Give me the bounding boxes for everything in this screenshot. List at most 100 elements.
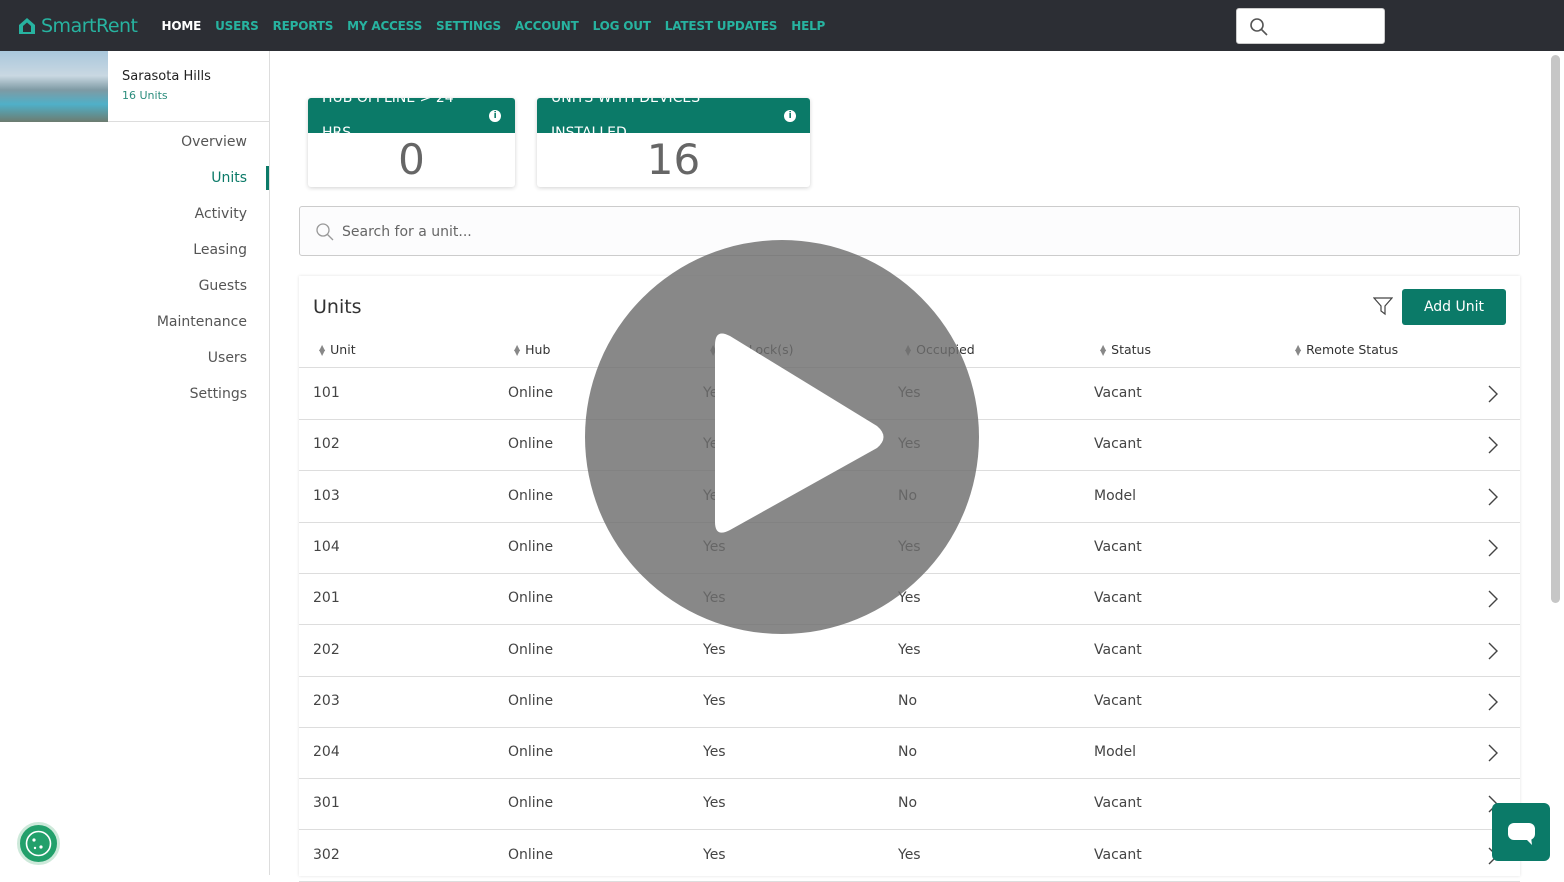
devices-installed-card: UNITS WITH DEVICES INSTALLED i 16: [537, 98, 810, 187]
global-search-input[interactable]: [1236, 8, 1385, 44]
nav-reports[interactable]: REPORTS: [272, 18, 334, 33]
table-cell: Online: [508, 590, 554, 607]
table-cell: Online: [508, 487, 554, 504]
table-cell: 103: [313, 487, 340, 504]
filter-icon[interactable]: [1373, 296, 1393, 316]
nav-account[interactable]: ACCOUNT: [514, 18, 579, 33]
table-cell: 204: [313, 744, 340, 761]
search-icon: [1250, 18, 1268, 36]
smartrent-logo[interactable]: SmartRent: [17, 15, 138, 37]
chevron-right-icon[interactable]: [1487, 590, 1499, 608]
table-cell: Online: [508, 641, 554, 658]
table-cell: Yes: [898, 846, 921, 863]
table-cell: 203: [313, 692, 340, 709]
table-row[interactable]: 202 Online Yes Yes Vacant: [299, 626, 1520, 677]
table-cell: No: [898, 795, 918, 812]
play-icon: [715, 333, 884, 533]
table-cell: Vacant: [1094, 641, 1142, 658]
nav-settings[interactable]: SETTINGS: [436, 18, 501, 33]
sidebar-item-activity[interactable]: Activity: [194, 206, 247, 222]
table-cell: Online: [508, 846, 554, 863]
table-cell: 301: [313, 795, 340, 812]
nav-help[interactable]: HELP: [791, 18, 826, 33]
unit-search-input[interactable]: [342, 219, 1442, 245]
table-cell: Model: [1094, 487, 1137, 504]
column-label: Remote Status: [1306, 342, 1399, 357]
sidebar-item-leasing[interactable]: Leasing: [193, 242, 247, 258]
table-row[interactable]: 301 Online Yes No Vacant: [299, 779, 1520, 831]
brand-name: SmartRent: [41, 14, 138, 37]
nav-users[interactable]: USERS: [215, 18, 259, 33]
table-cell: Yes: [703, 795, 726, 812]
chevron-right-icon[interactable]: [1487, 693, 1499, 711]
table-cell: Online: [508, 692, 554, 709]
card-label: HUB OFFLINE > 24 HRS: [322, 98, 454, 141]
chevron-right-icon[interactable]: [1487, 539, 1499, 557]
column-label: Hub: [525, 342, 551, 357]
column-label: Status: [1111, 342, 1151, 357]
sort-icon: ▲▼: [319, 342, 326, 357]
table-cell: Online: [508, 538, 554, 555]
search-icon: [316, 223, 334, 241]
table-cell: Vacant: [1094, 590, 1142, 607]
chat-button[interactable]: [1492, 803, 1550, 861]
main-nav: HOME USERS REPORTS MY ACCESS SETTINGS ACCOUNT…: [162, 19, 826, 33]
chevron-right-icon[interactable]: [1487, 436, 1499, 454]
chevron-right-icon[interactable]: [1487, 744, 1499, 762]
sidebar-item-maintenance[interactable]: Maintenance: [156, 314, 247, 330]
column-header[interactable]: ▲ ▼ Hub: [514, 342, 550, 357]
chevron-right-icon[interactable]: [1487, 385, 1499, 403]
info-icon[interactable]: i: [784, 109, 796, 122]
cookie-icon: [25, 830, 52, 857]
sidebar-item-guests[interactable]: Guests: [198, 278, 247, 294]
top-navbar: SmartRent HOME USERS REPORTS MY ACCESS SETTI…: [0, 0, 1564, 51]
table-cell: Yes: [703, 744, 726, 761]
units-title: Units: [313, 296, 362, 318]
house-logo-icon: [19, 17, 35, 34]
chevron-right-icon[interactable]: [1487, 642, 1499, 660]
table-cell: Online: [508, 744, 554, 761]
table-cell: 104: [313, 538, 340, 555]
column-header[interactable]: ▲ ▼ Status: [1100, 342, 1151, 357]
card-label: UNITS WITH DEVICES INSTALLED: [551, 98, 700, 141]
sidebar: Sarasota Hills 16 Units Overview Units Act…: [0, 51, 270, 875]
hub-offline-card: HUB OFFLINE > 24 HRS i 0: [308, 98, 515, 187]
table-cell: No: [898, 744, 918, 761]
property-image: [0, 51, 108, 122]
column-header[interactable]: ▲ ▼ Remote Status: [1295, 342, 1398, 357]
sidebar-item-users[interactable]: Users: [207, 350, 247, 366]
nav-home[interactable]: HOME: [161, 18, 202, 33]
sidebar-item-settings[interactable]: Settings: [189, 386, 247, 402]
video-play-overlay[interactable]: [585, 240, 979, 634]
table-row[interactable]: 302 Online Yes Yes Vacant: [299, 831, 1520, 882]
info-icon[interactable]: i: [489, 109, 501, 122]
sidebar-item-units[interactable]: Units: [0, 160, 269, 196]
table-cell: Yes: [898, 590, 921, 607]
nav-log-out[interactable]: LOG OUT: [592, 18, 651, 33]
table-cell: Yes: [898, 641, 921, 658]
property-header[interactable]: Sarasota Hills 16 Units: [0, 51, 269, 122]
property-name: Sarasota Hills: [122, 69, 211, 84]
chevron-right-icon[interactable]: [1487, 488, 1499, 506]
table-cell: Vacant: [1094, 846, 1142, 863]
column-header[interactable]: ▲ ▼ Unit: [319, 342, 356, 357]
nav-my-access[interactable]: MY ACCESS: [347, 18, 423, 33]
property-unit-count: 16 Units: [122, 89, 168, 102]
chat-icon: [1508, 823, 1535, 845]
table-cell: Vacant: [1094, 692, 1142, 709]
scrollbar[interactable]: [1551, 55, 1560, 603]
add-unit-button[interactable]: Add Unit: [1402, 289, 1506, 325]
cookie-settings-button[interactable]: [17, 822, 60, 865]
nav-latest-updates[interactable]: LATEST UPDATES: [664, 18, 778, 33]
table-cell: Online: [508, 795, 554, 812]
table-cell: Yes: [703, 692, 726, 709]
table-row[interactable]: 203 Online Yes No Vacant: [299, 677, 1520, 728]
table-cell: Yes: [703, 641, 726, 658]
table-cell: Vacant: [1094, 385, 1142, 401]
table-row[interactable]: 204 Online Yes No Model: [299, 728, 1520, 780]
table-cell: Model: [1094, 744, 1137, 761]
table-cell: No: [898, 692, 918, 709]
sidebar-item-overview[interactable]: Overview: [181, 134, 247, 150]
table-cell: Online: [508, 436, 554, 453]
table-cell: 101: [313, 385, 340, 401]
